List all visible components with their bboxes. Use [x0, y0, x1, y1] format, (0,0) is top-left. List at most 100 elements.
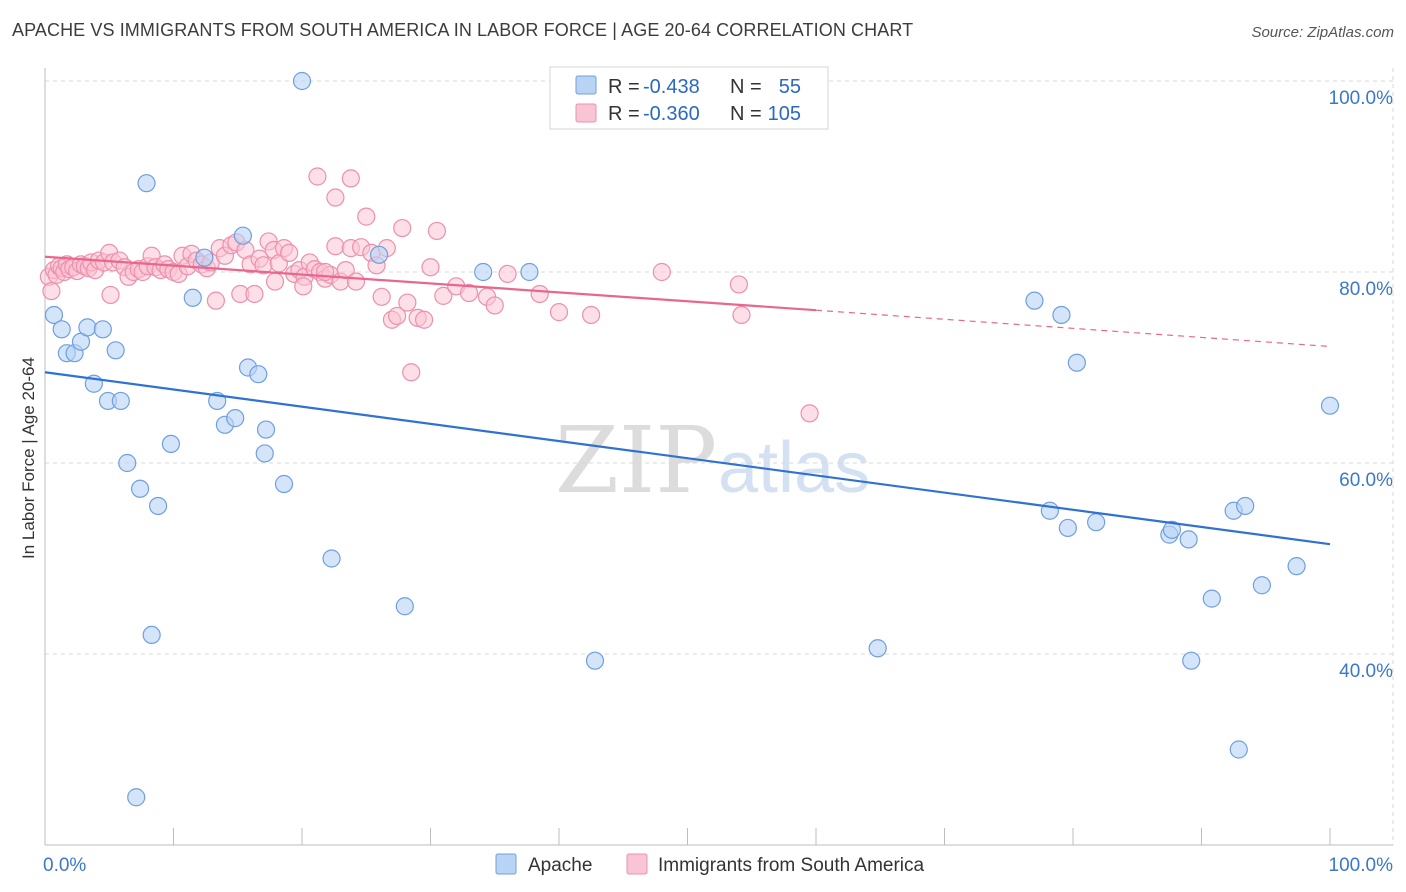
- immigrants-point: [398, 293, 417, 312]
- immigrants-point: [732, 305, 751, 325]
- series-legend: Apache Immigrants from South America: [495, 853, 925, 876]
- immigrants-point: [582, 305, 601, 325]
- legend-n-label-apache: N =: [730, 76, 762, 98]
- legend-swatch-immigrants: [575, 103, 597, 123]
- apache-point: [1162, 520, 1182, 539]
- y-tick-label: 40.0%: [1339, 661, 1393, 682]
- immigrants-point: [294, 277, 313, 296]
- apache-point: [130, 479, 150, 498]
- apache-point: [1087, 513, 1106, 532]
- apache-point: [1025, 291, 1044, 310]
- apache-point: [868, 639, 887, 658]
- bottom-legend-immigrants: Immigrants from South America: [658, 855, 925, 876]
- y-tick-labels: 40.0% 60.0% 80.0% 100.0%: [1329, 88, 1394, 682]
- apache-point: [148, 496, 168, 516]
- apache-point: [474, 262, 493, 282]
- apache-point: [78, 318, 97, 337]
- watermark-atlas: atlas: [718, 428, 870, 508]
- y-tick-label: 100.0%: [1329, 88, 1394, 109]
- immigrants-trendline: [44, 255, 817, 312]
- apache-point: [44, 305, 64, 325]
- apache-point: [1229, 740, 1248, 759]
- apache-point: [322, 549, 341, 568]
- legend-r-value-immigrants: -0.360: [643, 103, 700, 125]
- source-credit: Source: ZipAtlas.com: [1251, 24, 1394, 41]
- watermark-zip: ZIP: [555, 407, 717, 514]
- immigrants-point: [530, 284, 549, 304]
- immigrants-point: [427, 221, 447, 241]
- apache-point: [1067, 353, 1086, 372]
- apache-point: [1052, 305, 1071, 325]
- apache-trendline: [44, 371, 1331, 546]
- apache-point: [585, 651, 605, 670]
- apache-point: [292, 71, 312, 91]
- axes: [44, 68, 1393, 846]
- apache-point: [183, 288, 202, 307]
- apache-point: [1058, 518, 1077, 538]
- apache-point: [195, 248, 214, 267]
- apache-point: [118, 453, 137, 473]
- immigrants-trendline-extension: [815, 309, 1331, 348]
- apache-point: [1182, 651, 1201, 670]
- immigrants-point: [498, 264, 517, 284]
- immigrants-point: [245, 284, 264, 304]
- x-tick-label-max: 100.0%: [1329, 855, 1394, 876]
- immigrants-point: [421, 258, 440, 277]
- apache-point: [1320, 396, 1340, 415]
- immigrants-point: [800, 404, 819, 423]
- apache-point: [256, 420, 276, 439]
- apache-point: [161, 434, 181, 453]
- immigrants-point: [326, 188, 345, 207]
- immigrants-point: [387, 306, 407, 326]
- apache-point: [395, 597, 414, 616]
- immigrants-point: [341, 169, 360, 188]
- immigrants-point: [414, 310, 434, 329]
- immigrants-point: [372, 287, 391, 306]
- legend-n-value-immigrants: 105: [768, 103, 801, 125]
- immigrants-point: [729, 275, 749, 294]
- immigrants-point: [357, 207, 376, 226]
- immigrants-points: [39, 167, 819, 423]
- immigrants-point: [308, 167, 327, 186]
- apache-point: [142, 625, 161, 645]
- immigrants-point: [346, 272, 366, 291]
- apache-point: [249, 365, 268, 384]
- legend-n-label-immigrants: N =: [730, 103, 762, 125]
- apache-point: [127, 788, 146, 807]
- y-tick-label: 60.0%: [1339, 470, 1393, 491]
- apache-point: [1252, 576, 1271, 595]
- apache-point: [226, 409, 245, 428]
- apache-point: [1202, 589, 1221, 608]
- apache-point: [1236, 496, 1255, 516]
- immigrants-point: [652, 262, 671, 282]
- chart-title: APACHE VS IMMIGRANTS FROM SOUTH AMERICA …: [12, 20, 914, 40]
- legend-r-label-apache: R =: [608, 76, 640, 98]
- immigrants-point: [101, 285, 120, 305]
- x-tick-label-min: 0.0%: [43, 855, 86, 876]
- y-axis-label: In Labor Force | Age 20-64: [19, 357, 38, 559]
- immigrants-point: [280, 243, 299, 262]
- immigrants-point: [265, 272, 285, 291]
- immigrants-point: [42, 282, 61, 301]
- apache-point: [1179, 530, 1198, 549]
- apache-point: [1287, 557, 1306, 576]
- apache-point: [106, 341, 125, 360]
- immigrants-point: [316, 262, 335, 282]
- bottom-legend-apache: Apache: [528, 855, 592, 876]
- apache-point: [52, 320, 71, 339]
- immigrants-point: [549, 303, 569, 322]
- apache-point: [370, 245, 389, 264]
- immigrants-point: [434, 286, 453, 305]
- y-tick-label: 80.0%: [1339, 279, 1393, 300]
- trendlines: [44, 255, 1331, 546]
- immigrants-point: [402, 363, 421, 382]
- immigrants-point: [393, 218, 412, 238]
- immigrants-point: [459, 283, 479, 303]
- bottom-legend-swatch-immigrants: [626, 853, 648, 875]
- apache-point: [111, 391, 130, 411]
- x-tick-labels: 0.0% 100.0%: [43, 855, 1393, 876]
- bottom-legend-swatch-apache: [495, 853, 517, 875]
- immigrants-point: [485, 296, 504, 315]
- correlation-legend: R = -0.438 N = 55 R = -0.360 N = 105: [549, 66, 829, 130]
